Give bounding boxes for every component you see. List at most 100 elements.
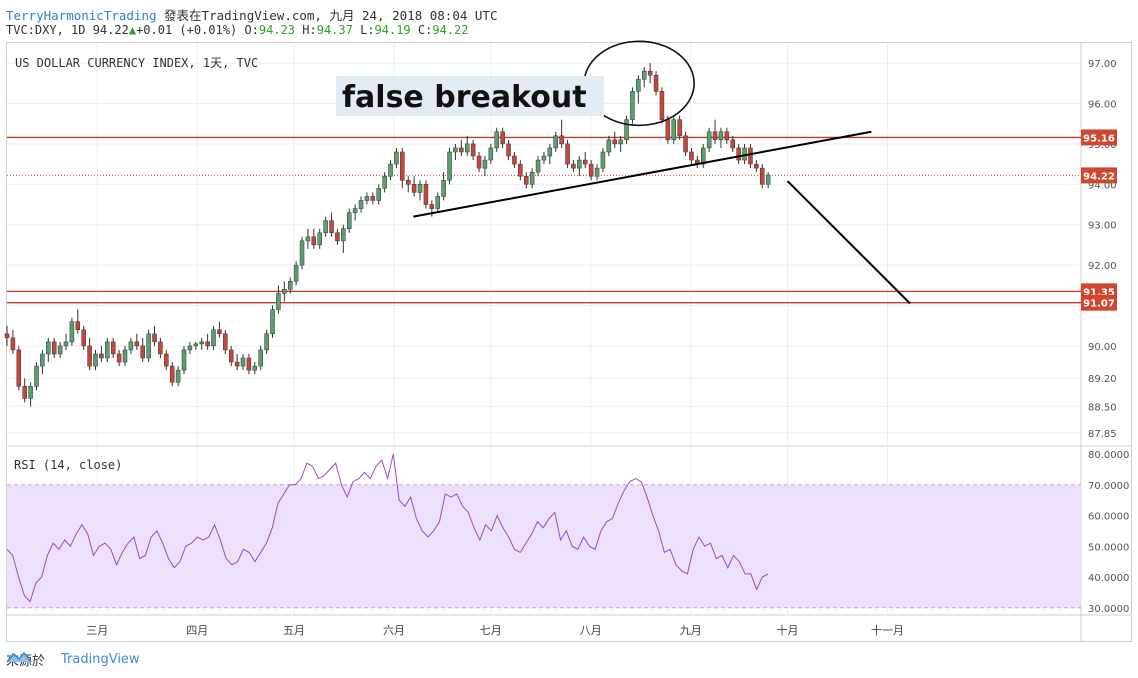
candle-body bbox=[217, 329, 222, 335]
candle-body bbox=[712, 131, 718, 141]
candle-body bbox=[518, 163, 523, 177]
up-arrow-icon: ▲ bbox=[128, 23, 137, 37]
rsi-y-tick-label: 40.0000 bbox=[1088, 573, 1129, 584]
candle-body bbox=[146, 333, 151, 359]
rsi-y-tick-label: 70.0000 bbox=[1088, 481, 1129, 492]
candle-body bbox=[252, 365, 258, 371]
candle-body bbox=[258, 349, 263, 367]
candle-body bbox=[175, 369, 181, 383]
rsi-band bbox=[7, 484, 1081, 608]
y-tick-label: 87.85 bbox=[1088, 429, 1117, 440]
candle-body bbox=[16, 349, 22, 387]
candle-body bbox=[606, 139, 612, 153]
candle-body bbox=[706, 131, 712, 149]
candle-body bbox=[364, 196, 370, 201]
candle-body bbox=[388, 163, 393, 177]
candle-body bbox=[724, 131, 730, 141]
candle-body bbox=[51, 341, 57, 355]
candle-body bbox=[223, 333, 228, 351]
candle-body bbox=[500, 131, 505, 145]
y-tick-label: 90.00 bbox=[1088, 342, 1117, 353]
candle-body bbox=[476, 155, 482, 169]
candle-body bbox=[140, 345, 145, 359]
candle-body bbox=[594, 167, 600, 177]
high-value: 94.37 bbox=[316, 23, 353, 37]
level-price-label: 95.16 bbox=[1083, 133, 1115, 144]
candle-body bbox=[63, 341, 69, 347]
candle-body bbox=[81, 329, 86, 347]
published-info: 發表在TradingView.com, 九月 24, 2018 08:04 UT… bbox=[164, 8, 498, 23]
candle-body bbox=[57, 345, 63, 355]
y-tick-label: 96.00 bbox=[1088, 100, 1117, 111]
candle-body bbox=[400, 151, 405, 181]
rsi-y-tick-label: 60.0000 bbox=[1088, 512, 1129, 523]
candle-body bbox=[760, 167, 765, 185]
candle-body bbox=[529, 171, 535, 185]
candle-body bbox=[276, 293, 281, 310]
candle-body bbox=[305, 236, 311, 242]
candle-body bbox=[459, 147, 464, 153]
rsi-y-tick-label: 30.0000 bbox=[1088, 604, 1129, 615]
candle-body bbox=[618, 139, 623, 145]
candle-body bbox=[376, 188, 381, 201]
rsi-y-tick-label: 50.0000 bbox=[1088, 542, 1129, 553]
candle-body bbox=[287, 281, 293, 290]
candle-body bbox=[464, 143, 470, 153]
level-price-tag bbox=[1081, 129, 1117, 146]
candle-body bbox=[358, 200, 364, 209]
candle-body bbox=[46, 341, 51, 355]
candle-body bbox=[553, 135, 558, 149]
candle-body bbox=[335, 232, 340, 242]
candle-body bbox=[394, 151, 399, 165]
candle-body bbox=[417, 184, 423, 193]
candle-body bbox=[282, 289, 287, 294]
x-tick-label: 四月 bbox=[186, 624, 208, 637]
candle-body bbox=[736, 147, 741, 161]
candle-body bbox=[34, 365, 39, 387]
candle-body bbox=[488, 147, 494, 161]
price-change: +0.01 (+0.01%) bbox=[136, 23, 238, 37]
author-link[interactable]: TerryHarmonicTrading bbox=[6, 8, 157, 23]
candle-body bbox=[93, 353, 98, 367]
candle-body bbox=[199, 341, 204, 345]
x-tick-label: 八月 bbox=[580, 624, 602, 637]
last-price-tag bbox=[1081, 167, 1117, 184]
candle-body bbox=[512, 155, 517, 165]
candle-body bbox=[405, 180, 411, 185]
y-tick-label: 93.00 bbox=[1088, 221, 1117, 232]
y-tick-label: 92.00 bbox=[1088, 261, 1117, 272]
y-tick-label: 94.00 bbox=[1088, 180, 1117, 191]
candle-body bbox=[730, 139, 736, 149]
chart-header-line2: TVC:DXY, 1D 94.22▲+0.01 (+0.01%) O:94.23… bbox=[6, 23, 468, 37]
annotation-background bbox=[336, 76, 604, 116]
candle-body bbox=[571, 163, 576, 169]
annotation-label: false breakout bbox=[342, 80, 587, 115]
candle-body bbox=[240, 357, 246, 367]
candle-body bbox=[329, 220, 334, 234]
candle-body bbox=[299, 240, 305, 266]
candle-body bbox=[765, 174, 771, 185]
candle-body bbox=[110, 341, 116, 355]
candle-body bbox=[205, 341, 210, 347]
projection-line bbox=[786, 180, 911, 305]
candle-body bbox=[470, 143, 476, 157]
low-value: 94.19 bbox=[374, 23, 411, 37]
tradingview-brand[interactable]: TradingView bbox=[61, 652, 140, 667]
candle-body bbox=[22, 386, 27, 399]
candle-body bbox=[671, 119, 676, 141]
candle-body bbox=[134, 341, 140, 347]
candle-body bbox=[246, 357, 252, 371]
candle-body bbox=[87, 345, 92, 367]
level-price-label: 91.07 bbox=[1083, 299, 1115, 310]
candle-body bbox=[382, 175, 387, 189]
candle-body bbox=[565, 143, 570, 165]
candle-body bbox=[582, 159, 588, 165]
candle-body bbox=[352, 208, 358, 213]
candle-body bbox=[453, 147, 458, 153]
candle-body bbox=[311, 236, 317, 246]
candle-body bbox=[700, 147, 706, 165]
x-tick-label: 九月 bbox=[680, 624, 702, 637]
footer: 來源於 TradingView bbox=[6, 650, 140, 669]
candle-body bbox=[754, 163, 759, 169]
